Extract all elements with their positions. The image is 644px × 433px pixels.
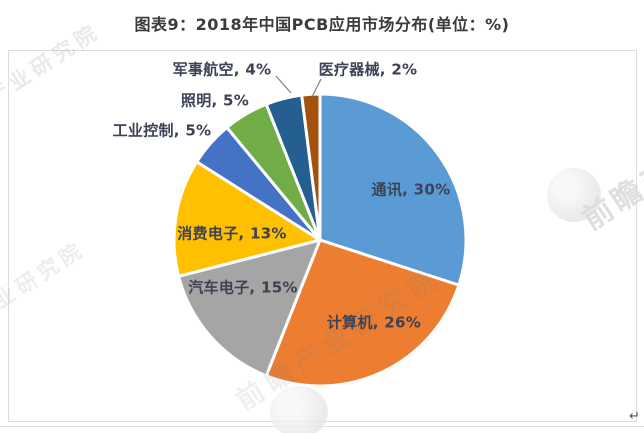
pie-slice-3 xyxy=(172,160,322,278)
label-leader-line-7 xyxy=(311,78,322,98)
pie-label-2: 汽车电子, 15% xyxy=(188,278,298,297)
label-leader-line-6 xyxy=(275,75,292,94)
pie-slice-2 xyxy=(177,238,322,378)
pie-label-0: 通讯, 30% xyxy=(371,180,451,199)
pie-label-6: 军事航空, 4% xyxy=(172,60,272,79)
chart-title: 图表9：2018年中国PCB应用市场分布(单位：%) xyxy=(134,15,510,34)
pie-slice-1 xyxy=(264,238,461,388)
pie-label-5: 照明, 5% xyxy=(180,91,250,110)
return-mark: ↵ xyxy=(629,409,640,424)
pie-label-1: 计算机, 26% xyxy=(326,313,422,332)
pie-label-4: 工业控制, 5% xyxy=(112,121,212,140)
pie-label-7: 医疗器械, 2% xyxy=(318,60,418,79)
pie-slice-0 xyxy=(318,92,468,287)
pie-slice-7 xyxy=(300,92,322,242)
pie-label-3: 消费电子, 13% xyxy=(177,224,287,243)
